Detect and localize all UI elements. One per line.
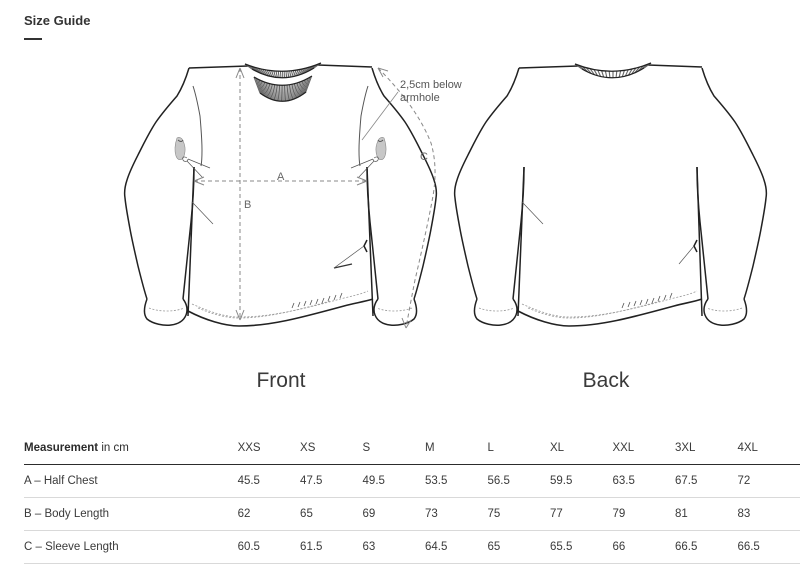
svg-text:C: C bbox=[420, 151, 428, 163]
svg-text:armhole: armhole bbox=[400, 92, 440, 104]
svg-text:2,5cm below: 2,5cm below bbox=[400, 79, 462, 91]
svg-text:Back: Back bbox=[583, 369, 630, 392]
svg-text:B: B bbox=[244, 199, 251, 211]
svg-text:Front: Front bbox=[256, 369, 305, 392]
svg-text:A: A bbox=[277, 171, 285, 183]
